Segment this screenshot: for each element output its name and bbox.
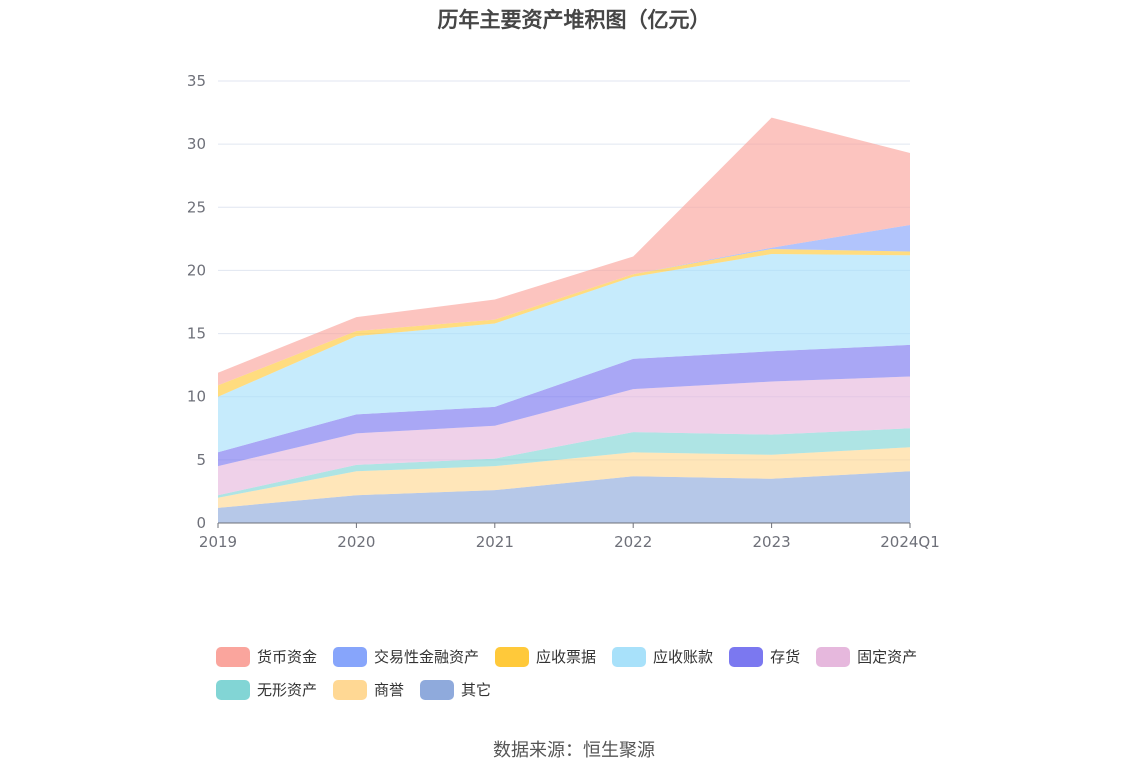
legend-swatch — [333, 679, 368, 700]
x-tick-label: 2021 — [476, 533, 514, 551]
y-tick-label: 35 — [187, 72, 206, 90]
y-tick-label: 0 — [196, 514, 206, 532]
legend-item[interactable]: 商誉 — [333, 679, 404, 700]
legend-item[interactable]: 其它 — [420, 679, 491, 700]
legend-swatch — [816, 646, 851, 667]
legend-label: 交易性金融资产 — [374, 648, 480, 666]
legend-item[interactable]: 存货 — [729, 646, 800, 667]
legend-label: 货币资金 — [257, 648, 318, 666]
legend-swatch — [612, 646, 647, 667]
legend-swatch — [729, 646, 764, 667]
x-tick-label: 2019 — [199, 533, 237, 551]
legend-swatch — [216, 679, 250, 700]
y-tick-label: 30 — [187, 135, 206, 153]
x-tick-label: 2022 — [614, 533, 652, 551]
y-tick-label: 20 — [187, 261, 206, 279]
source-note: 数据来源：恒生聚源 — [493, 740, 655, 761]
y-tick-label: 15 — [187, 325, 206, 343]
x-tick-label: 2024Q1 — [880, 533, 940, 551]
legend-row: 货币资金 交易性金融资产 应收票据 应收账款 存货 固定资产 — [216, 640, 976, 673]
area-series-交易性金融资产 — [218, 224, 910, 386]
legend-swatch — [216, 646, 250, 667]
x-tick-label: 2023 — [753, 533, 791, 551]
chart-title: 历年主要资产堆积图（亿元） — [437, 8, 711, 32]
x-tick-label: 2020 — [337, 533, 375, 551]
area-series-其它 — [218, 471, 910, 523]
axes: 0 5 10 15 20 25 30 35 2019 2020 2021 2022 2023 2024Q1 — [187, 72, 940, 551]
legend-label: 应收账款 — [653, 648, 714, 666]
y-tick-label: 10 — [187, 388, 206, 406]
legend-label: 应收票据 — [536, 648, 597, 666]
legend: 货币资金 交易性金融资产 应收票据 应收账款 存货 固定资产 无形资产 商誉 其它 — [216, 640, 976, 706]
legend-row: 无形资产 商誉 其它 — [216, 673, 976, 706]
legend-swatch — [333, 646, 368, 667]
legend-label: 商誉 — [374, 681, 405, 699]
area-series-商誉 — [218, 447, 910, 508]
legend-swatch — [495, 646, 530, 667]
legend-swatch — [420, 679, 455, 700]
area-series-固定资产 — [218, 376, 910, 496]
legend-item[interactable]: 应收账款 — [612, 646, 713, 667]
legend-label: 无形资产 — [257, 681, 318, 699]
chart-plot: 0 5 10 15 20 25 30 35 2019 2020 2021 2022 2023 2024Q1 — [187, 72, 940, 551]
legend-label: 固定资产 — [857, 648, 918, 666]
legend-item[interactable]: 无形资产 — [216, 679, 317, 700]
legend-label: 其它 — [461, 681, 492, 699]
legend-item[interactable]: 交易性金融资产 — [333, 646, 479, 667]
legend-label: 存货 — [770, 648, 801, 666]
y-tick-label: 25 — [187, 198, 206, 216]
area-series-应收账款 — [218, 254, 910, 453]
stacked-areas — [218, 117, 910, 523]
area-series-存货 — [218, 344, 910, 467]
area-series-无形资产 — [218, 428, 910, 498]
y-tick-label: 5 — [196, 451, 206, 469]
area-series-货币资金 — [218, 117, 910, 386]
legend-item[interactable]: 应收票据 — [495, 646, 596, 667]
legend-item[interactable]: 固定资产 — [816, 646, 917, 667]
legend-item[interactable]: 货币资金 — [216, 646, 317, 667]
